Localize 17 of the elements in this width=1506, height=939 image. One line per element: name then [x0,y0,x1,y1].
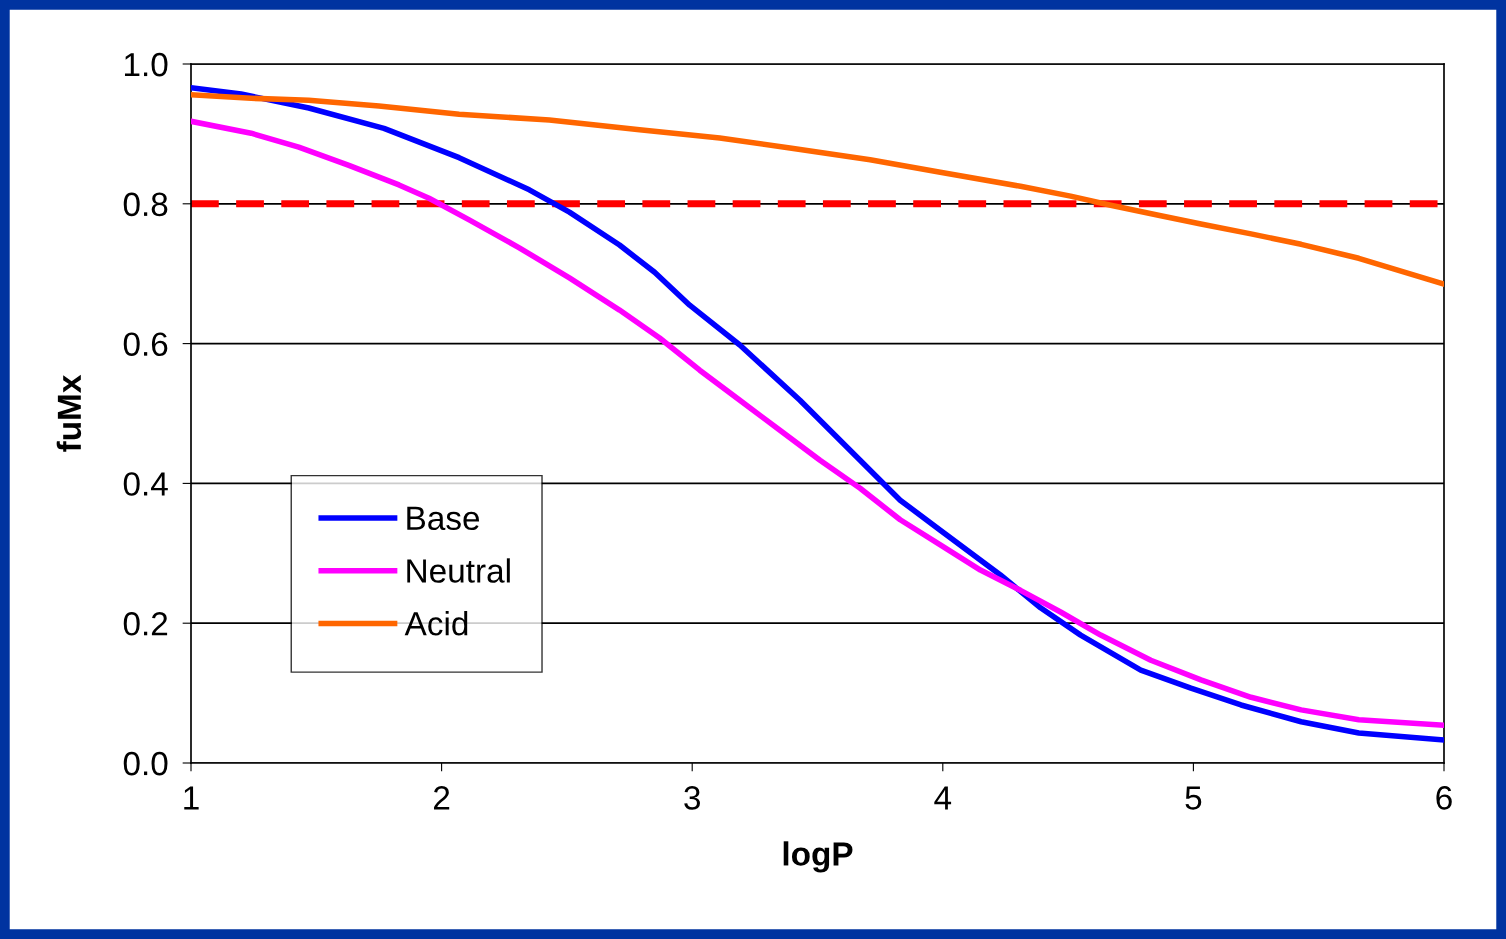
y-tick-label: 0.6 [123,332,168,357]
y-tick-label: 0.0 [123,751,168,776]
y-tick-label: 0.8 [123,192,168,217]
legend-label: Acid [404,611,468,636]
x-tick-label: 4 [934,786,952,810]
x-tick-label: 6 [1436,786,1452,810]
y-tick-label: 0.2 [123,612,168,636]
y-tick-label: 1.0 [124,52,168,77]
x-tick-label: 3 [684,786,700,810]
x-axis-title: logP [783,841,853,873]
y-tick-label: 0.4 [123,472,168,496]
legend-label: Base [407,506,480,531]
legend-label: Neutral [407,558,510,583]
x-tick-label: 2 [434,786,450,810]
x-tick-label: 1 [184,786,199,810]
x-tick-label: 5 [1185,786,1202,810]
y-axis-title: fuMx [56,374,82,452]
